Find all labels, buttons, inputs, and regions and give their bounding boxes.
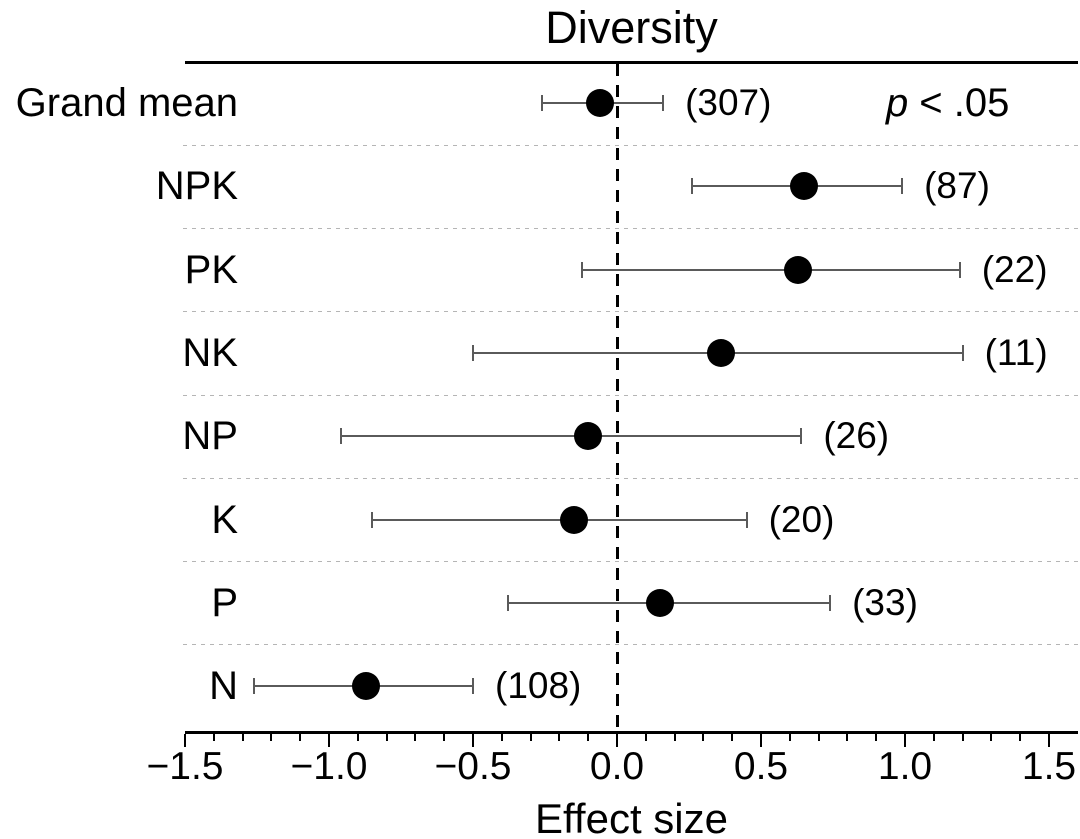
sample-size-label: (307) [685, 82, 772, 123]
x-axis-major-tick [472, 734, 474, 747]
confidence-interval-line [372, 518, 747, 521]
row-label-p: P [211, 580, 238, 625]
significance-note: p < .05 [886, 78, 1009, 128]
x-axis-major-tick [328, 734, 330, 747]
ci-cap-left [472, 344, 474, 361]
x-axis-tick-label: 0.5 [733, 745, 789, 788]
x-axis-minor-tick [587, 734, 590, 741]
row-label-npk: NPK [155, 164, 238, 209]
confidence-interval-line [582, 268, 960, 271]
point-marker [646, 588, 675, 617]
x-axis-major-tick [616, 734, 618, 747]
sample-size-label: (108) [495, 665, 582, 707]
row-separator [183, 311, 1080, 313]
ci-cap-left [253, 678, 256, 695]
x-axis-minor-tick [443, 734, 446, 741]
row-separator [183, 144, 1080, 146]
point-marker [784, 255, 813, 284]
x-axis-minor-tick [500, 734, 503, 741]
point-marker [574, 422, 603, 451]
ci-cap-left [690, 178, 693, 195]
x-axis-minor-tick [212, 734, 215, 741]
row-separator [183, 227, 1080, 229]
x-axis-tick-label: −0.5 [434, 745, 512, 788]
x-axis-tick-label: 1.5 [1021, 745, 1077, 788]
sample-size-label: (33) [852, 581, 918, 623]
x-axis-minor-tick [356, 734, 359, 741]
x-axis-minor-tick [990, 734, 993, 741]
point-marker [559, 505, 588, 534]
x-axis-minor-tick [731, 734, 734, 741]
row-separator [183, 561, 1080, 563]
confidence-interval-line [340, 435, 802, 438]
x-axis-minor-tick [414, 734, 417, 741]
x-axis-minor-tick [961, 734, 964, 741]
x-axis-minor-tick [270, 734, 273, 741]
ci-cap-right [472, 678, 474, 695]
row-label-nk: NK [182, 330, 238, 375]
point-marker [585, 89, 614, 117]
x-axis-major-tick [184, 734, 186, 747]
ci-cap-right [745, 511, 748, 528]
ci-cap-right [961, 344, 964, 361]
row-separator [183, 394, 1080, 396]
point-marker [352, 672, 381, 701]
ci-cap-right [800, 428, 803, 445]
x-axis-minor-tick [817, 734, 820, 741]
x-axis-minor-tick [529, 734, 532, 741]
sample-size-label: (26) [823, 415, 890, 457]
x-axis-line [185, 731, 1078, 734]
ci-cap-right [901, 178, 904, 195]
x-axis-tick-label: −1.5 [146, 745, 224, 788]
x-axis-minor-tick [299, 734, 302, 741]
row-label-k: K [211, 497, 238, 542]
x-axis-minor-tick [385, 734, 388, 741]
x-axis-minor-tick [673, 734, 676, 741]
row-label-grand-mean: Grand mean [15, 81, 238, 125]
point-marker [706, 338, 735, 367]
x-axis-tick-label: −1.0 [290, 745, 368, 788]
row-separator [183, 644, 1080, 646]
row-label-pk: PK [184, 247, 238, 292]
x-axis-minor-tick [241, 734, 244, 741]
x-axis-major-tick [760, 734, 762, 747]
x-axis-minor-tick [1019, 734, 1022, 741]
x-axis-major-tick [904, 734, 906, 747]
x-axis-minor-tick [702, 734, 705, 741]
ci-cap-left [371, 511, 374, 528]
significance-note-p: p [886, 81, 909, 125]
row-label-n: N [209, 664, 238, 709]
x-axis-minor-tick [558, 734, 561, 741]
significance-note-threshold: < .05 [919, 81, 1010, 125]
sample-size-label: (87) [924, 165, 990, 207]
ci-cap-right [958, 261, 961, 278]
top-axis-line [185, 61, 1078, 64]
sample-size-label: (11) [984, 331, 1048, 373]
x-axis-minor-tick [846, 734, 849, 741]
chart-title: Diversity [545, 2, 718, 53]
ci-cap-right [829, 594, 832, 611]
x-axis-major-tick [1048, 734, 1050, 747]
sample-size-label: (20) [768, 498, 835, 540]
ci-cap-right [662, 95, 665, 111]
x-axis-title: Effect size [535, 795, 728, 839]
x-axis-tick-label: 1.0 [877, 745, 933, 788]
row-label-np: NP [182, 414, 238, 459]
ci-cap-left [581, 261, 584, 278]
x-axis-minor-tick [788, 734, 791, 741]
x-axis-minor-tick [875, 734, 878, 741]
x-axis-tick-label: 0.0 [589, 745, 645, 788]
sample-size-label: (22) [981, 248, 1048, 290]
ci-cap-left [541, 95, 544, 111]
point-marker [790, 172, 819, 201]
ci-cap-left [339, 428, 342, 445]
x-axis-minor-tick [932, 734, 935, 741]
zero-reference-line [615, 64, 619, 733]
row-separator [183, 477, 1080, 479]
x-axis-minor-tick [644, 734, 647, 741]
ci-cap-left [506, 594, 509, 611]
